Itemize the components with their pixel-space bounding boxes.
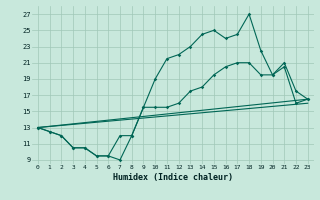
X-axis label: Humidex (Indice chaleur): Humidex (Indice chaleur) (113, 173, 233, 182)
